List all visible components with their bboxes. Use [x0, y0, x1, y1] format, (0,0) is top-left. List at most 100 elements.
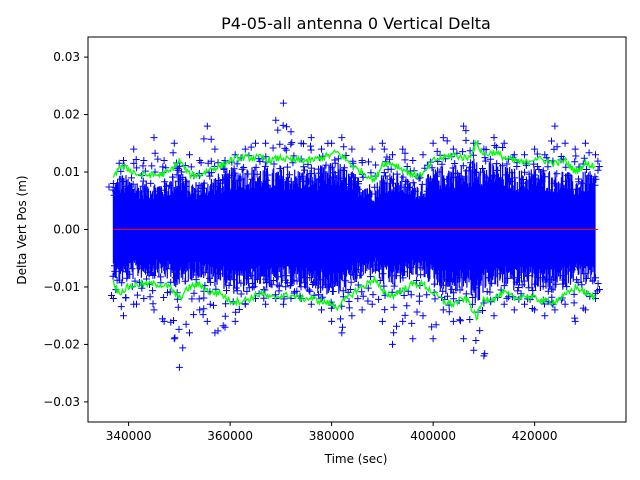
residual-point	[286, 171, 293, 179]
residual-point	[511, 174, 519, 182]
residual-point	[358, 306, 366, 314]
residual-point	[356, 271, 364, 279]
residual-point	[418, 180, 426, 188]
residual-point	[390, 303, 398, 311]
residual-point	[200, 305, 208, 313]
residual-point	[493, 160, 501, 168]
residual-point	[171, 274, 179, 282]
residual-point	[241, 145, 249, 153]
residual-point	[369, 291, 377, 299]
residual-point	[571, 145, 579, 153]
residual-point	[305, 286, 313, 294]
y-tick-label: 0.03	[53, 50, 80, 64]
residual-point	[521, 300, 528, 308]
residual-point	[493, 143, 501, 151]
residual-point	[568, 266, 576, 274]
residual-point	[187, 163, 195, 171]
residual-point	[167, 278, 175, 286]
residual-point	[575, 175, 582, 183]
residual-point	[358, 157, 366, 164]
residual-point	[331, 156, 339, 164]
residual-point	[245, 284, 253, 292]
residual-point	[451, 160, 459, 167]
residual-point	[544, 163, 552, 171]
residual-point	[128, 265, 136, 273]
residual-point	[591, 181, 599, 189]
residual-point	[510, 151, 518, 159]
residual-point	[149, 300, 157, 308]
residual-point	[515, 284, 523, 291]
residual-point	[547, 276, 555, 284]
residual-point	[572, 185, 580, 193]
residual-point	[390, 282, 398, 290]
residual-point	[338, 134, 346, 142]
residual-point	[379, 270, 387, 278]
residual-point	[403, 302, 411, 310]
residual-point	[181, 277, 189, 285]
residual-point	[375, 295, 383, 303]
x-axis: 340000 360000 380000 400000 420000	[106, 422, 558, 443]
residual-point	[534, 163, 542, 170]
residual-point	[149, 272, 157, 279]
residual-point	[339, 323, 346, 331]
residual-point	[551, 122, 559, 130]
residual-point	[283, 123, 291, 131]
residual-point	[402, 178, 410, 185]
residual-point	[241, 300, 249, 308]
residual-point	[507, 177, 514, 185]
residual-point	[163, 265, 171, 273]
residual-point	[210, 301, 217, 309]
residual-point	[459, 148, 467, 156]
residual-point	[207, 135, 215, 143]
residual-point	[109, 180, 117, 187]
y-tick-label: −0.02	[43, 337, 80, 351]
residual-point	[340, 143, 348, 151]
residual-point	[578, 179, 586, 187]
residual-point	[521, 168, 528, 176]
residual-point	[329, 288, 337, 295]
residual-point	[221, 171, 229, 179]
residual-point	[133, 291, 141, 299]
residual-point	[428, 323, 436, 331]
residual-point	[221, 157, 229, 164]
residual-point	[400, 268, 408, 276]
residual-point	[200, 294, 208, 302]
residual-point	[159, 163, 167, 171]
residual-point	[146, 293, 154, 301]
residual-point	[192, 276, 200, 284]
residual-point	[541, 173, 549, 181]
residual-point	[230, 165, 238, 173]
residual-point	[196, 306, 204, 314]
residual-point	[252, 163, 260, 171]
residual-point	[281, 144, 289, 152]
residual-point	[423, 187, 431, 195]
residual-point	[570, 299, 578, 307]
residual-point	[443, 137, 451, 145]
residual-point	[315, 165, 322, 173]
residual-point	[433, 270, 441, 278]
residual-point	[262, 139, 270, 147]
residual-point	[190, 311, 198, 319]
residual-point	[535, 166, 543, 173]
residual-point	[111, 267, 119, 275]
residual-point	[480, 299, 488, 307]
residual-point	[199, 184, 207, 192]
y-tick-label: −0.03	[43, 395, 80, 409]
residual-point	[589, 277, 597, 285]
residual-point	[594, 157, 602, 165]
residual-point	[182, 178, 190, 186]
residual-point	[307, 142, 314, 150]
residual-point	[305, 177, 313, 185]
residual-point	[591, 173, 599, 181]
y-tick-label: 0.02	[53, 108, 80, 122]
residual-point	[518, 281, 526, 289]
residual-point	[222, 300, 230, 308]
residual-point	[450, 173, 458, 181]
residual-point	[197, 264, 205, 272]
residual-point	[368, 145, 376, 153]
residual-point	[557, 153, 565, 160]
residual-point	[243, 287, 251, 295]
residual-point	[158, 186, 166, 194]
residual-point	[118, 279, 126, 287]
residual-point	[301, 279, 309, 287]
